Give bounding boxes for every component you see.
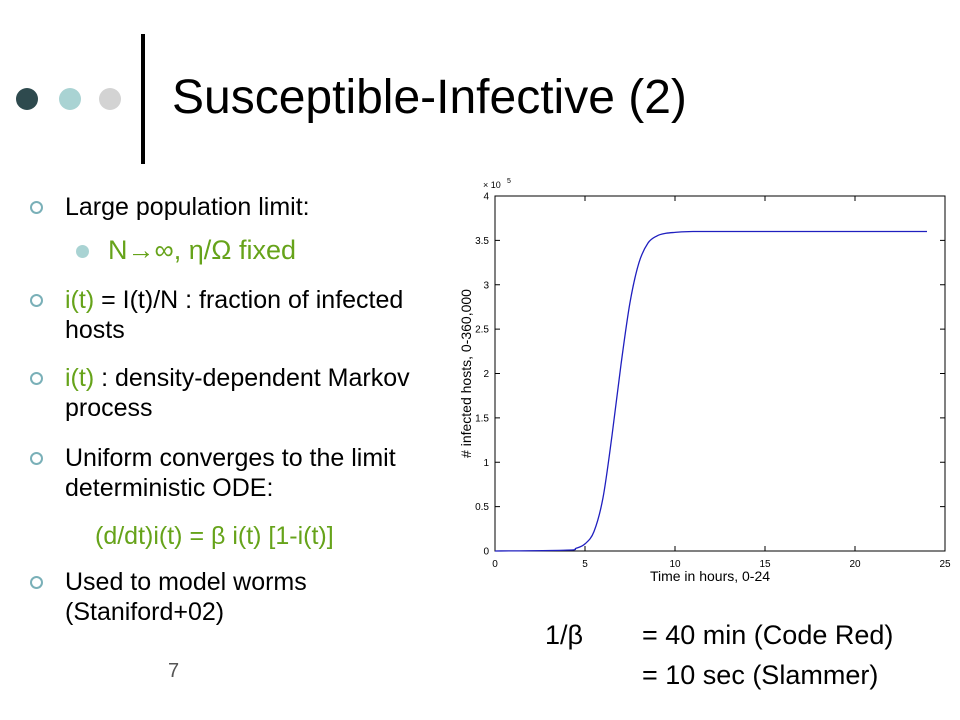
- sub-bullet-dot-icon: [76, 245, 89, 258]
- plot-frame: [494, 195, 946, 552]
- bullet-prefix: i(t): [65, 286, 95, 314]
- bullet-ring-icon: [30, 201, 43, 214]
- y-axis-label: # infected hosts, 0-360,000: [458, 289, 474, 458]
- bullet-text: Large population limit:: [65, 193, 310, 221]
- bullet-ring-icon: [30, 294, 43, 307]
- bullet-item: i(t) : density-dependent Markov process: [30, 363, 450, 423]
- y-tick-label: 2: [483, 369, 489, 380]
- series-line: [494, 230, 927, 552]
- bullet-text: : density-dependent Markov process: [65, 364, 410, 422]
- beta-label: 1/β: [545, 620, 584, 650]
- decor-dot-gray: [99, 88, 121, 110]
- y-tick-label: 0: [483, 547, 489, 558]
- page-number: 7: [168, 660, 180, 682]
- x-tick-label: 25: [939, 559, 951, 570]
- y-exponent-power: 5: [507, 178, 511, 185]
- x-tick-label: 20: [849, 559, 861, 570]
- bullet-text: Uniform converges to the limit determini…: [65, 444, 396, 502]
- x-tick-label: 5: [582, 559, 588, 570]
- bullet-ring-icon: [30, 372, 43, 385]
- y-tick-label: 1: [483, 458, 489, 469]
- y-tick-label: 3: [483, 280, 489, 291]
- ode-equation: (d/dt)i(t) = β i(t) [1-i(t)]: [95, 522, 334, 550]
- bullet-ring-icon: [30, 452, 43, 465]
- slide-title: Susceptible-Infective (2): [172, 71, 687, 124]
- bullet-item: Used to model worms (Staniford+02): [30, 567, 450, 627]
- x-tick-label: 15: [759, 559, 771, 570]
- bullet-text: = I(t)/N : fraction of infected hosts: [65, 286, 404, 344]
- y-tick-label: 2.5: [475, 325, 489, 336]
- x-tick-label: 0: [492, 559, 498, 570]
- x-axis-label: Time in hours, 0-24: [650, 568, 770, 584]
- bullet-item: i(t) = I(t)/N : fraction of infected hos…: [30, 285, 450, 345]
- beta-annotation: 1/β = 40 min (Code Red) = 10 sec (Slamme…: [545, 620, 893, 690]
- y-tick-label: 1.5: [475, 413, 489, 424]
- bullet-item: Large population limit:: [30, 192, 450, 222]
- y-tick-label: 0.5: [475, 502, 489, 513]
- bullet-text: Used to model worms (Staniford+02): [65, 568, 307, 626]
- y-tick-label: 3.5: [475, 236, 489, 247]
- decor-dot-dark: [16, 88, 38, 110]
- bullet-prefix: i(t): [65, 364, 95, 392]
- sub-bullet-text: N→∞, η/Ω fixed: [108, 235, 296, 265]
- bullet-ring-icon: [30, 576, 43, 589]
- title-divider: [141, 34, 145, 164]
- y-exponent-label: × 10: [483, 180, 501, 190]
- code-red-value: = 40 min (Code Red): [642, 620, 894, 650]
- slammer-value: = 10 sec (Slammer): [642, 660, 879, 690]
- bullet-item: Uniform converges to the limit determini…: [30, 443, 450, 503]
- x-tick-label: 10: [669, 559, 681, 570]
- y-tick-label: 4: [483, 192, 489, 203]
- sub-bullet-item: N→∞, η/Ω fixed: [76, 235, 296, 265]
- decor-dot-teal: [59, 88, 81, 110]
